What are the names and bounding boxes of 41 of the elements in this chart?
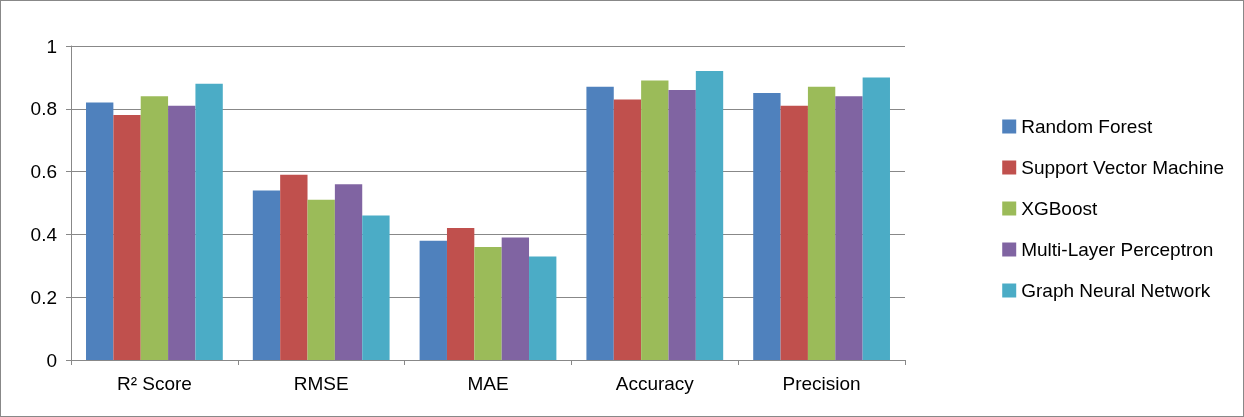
bar xyxy=(140,96,169,360)
y-tick-label: 0.2 xyxy=(30,286,57,308)
bar xyxy=(195,83,223,360)
bar xyxy=(613,99,642,360)
bar xyxy=(419,240,447,360)
bar xyxy=(113,115,141,360)
bar xyxy=(835,96,863,360)
bar xyxy=(641,80,669,360)
bar xyxy=(168,105,196,360)
y-tick-label: 0.4 xyxy=(30,223,58,245)
bar xyxy=(362,215,390,360)
bar xyxy=(252,190,281,360)
bar xyxy=(780,105,808,360)
y-tick-label: 0.8 xyxy=(30,98,57,120)
legend-label: Graph Neural Network xyxy=(1021,280,1211,301)
bar xyxy=(474,246,502,360)
bar xyxy=(86,102,114,360)
bar xyxy=(695,71,724,360)
x-tick-label: Precision xyxy=(782,373,861,394)
legend-label: Support Vector Machine xyxy=(1021,157,1225,178)
bar xyxy=(753,93,781,360)
bar xyxy=(668,89,696,360)
y-tick-label: 0 xyxy=(46,349,57,371)
legend-label: Multi-Layer Perceptron xyxy=(1021,239,1214,260)
bar xyxy=(501,237,530,360)
x-tick-label: Accuracy xyxy=(615,373,695,394)
bar xyxy=(586,86,614,360)
y-tick-label: 1 xyxy=(46,35,57,57)
bar xyxy=(307,199,335,360)
bar xyxy=(446,228,475,360)
bar xyxy=(280,174,308,360)
bar xyxy=(334,184,363,360)
x-tick-label: RMSE xyxy=(293,373,349,394)
bar xyxy=(529,256,557,360)
legend-label: Random Forest xyxy=(1021,116,1153,137)
y-tick-label: 0.6 xyxy=(30,161,57,183)
x-tick-label: MAE xyxy=(467,373,509,394)
bar xyxy=(862,77,890,360)
bar xyxy=(807,86,836,360)
x-tick-label: R² Score xyxy=(116,373,192,394)
legend-label: XGBoost xyxy=(1021,198,1098,219)
